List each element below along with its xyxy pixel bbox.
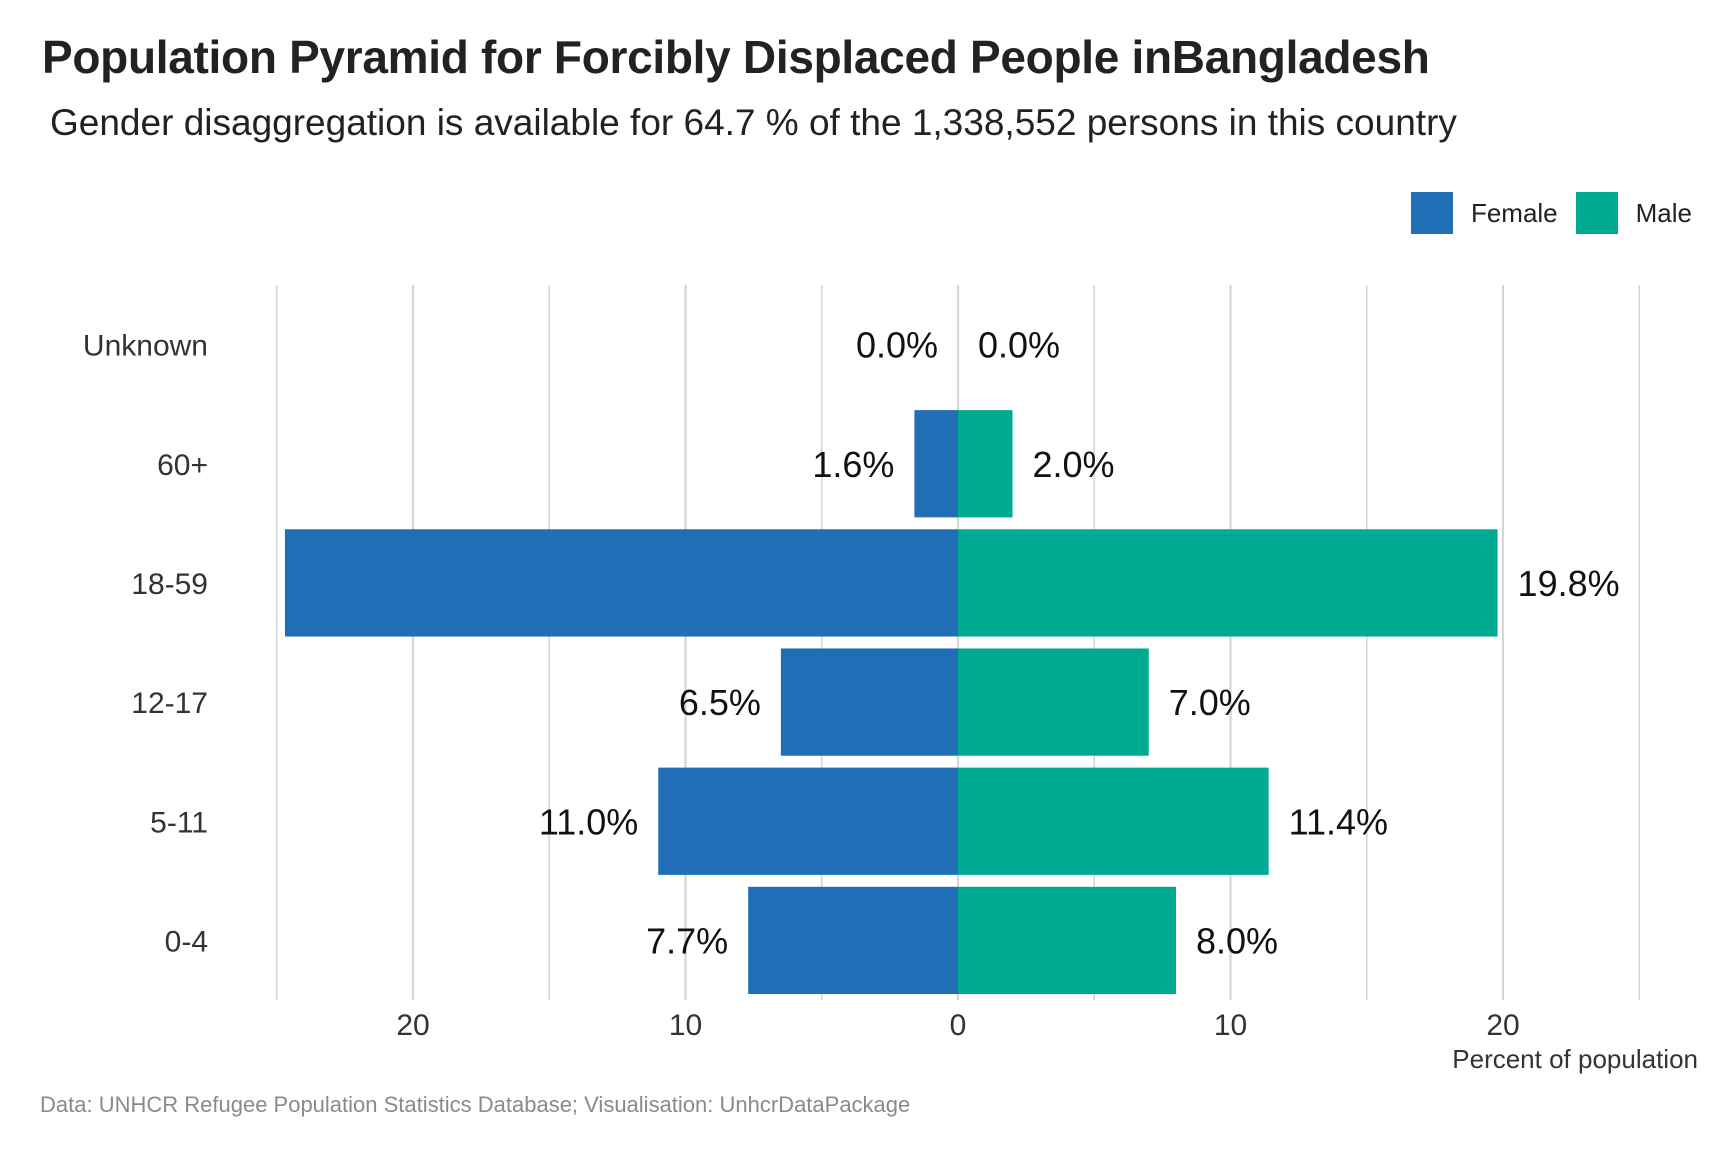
data-label-female: 6.5% — [679, 682, 761, 723]
bar-male — [958, 648, 1149, 756]
bar-female — [914, 410, 958, 518]
legend-label-female: Female — [1470, 197, 1558, 228]
bar-female — [780, 648, 958, 756]
bar-male — [958, 529, 1498, 637]
bar-female — [284, 529, 958, 637]
legend-item-female: Female — [1410, 192, 1558, 234]
data-label-male: 7.0% — [1169, 682, 1251, 723]
x-tick-label: 20 — [396, 1009, 429, 1042]
bars — [284, 410, 1498, 995]
x-tick-label: 10 — [669, 1009, 702, 1042]
data-label-male: 11.4% — [1289, 801, 1388, 842]
data-label-female: 11.0% — [539, 801, 638, 842]
bar-male — [958, 886, 1176, 995]
grid-lines — [275, 285, 1641, 1000]
legend-swatch-female — [1410, 192, 1453, 234]
data-label-male: 0.0% — [978, 325, 1060, 366]
y-tick-label: 5-11 — [150, 806, 208, 839]
y-tick-label: 0-4 — [165, 925, 208, 958]
bar-male — [958, 410, 1013, 518]
data-label-female: 1.6% — [812, 444, 894, 485]
y-tick-label: Unknown — [83, 330, 208, 363]
data-label-male: 19.8% — [1518, 563, 1620, 604]
bar-female — [658, 767, 958, 875]
legend: Female Male — [1393, 192, 1692, 234]
chart-title: Population Pyramid for Forcibly Displace… — [42, 31, 1430, 83]
x-axis-title: Percent of population — [1452, 1044, 1698, 1074]
legend-item-male: Male — [1575, 192, 1692, 234]
y-tick-label: 18-59 — [131, 568, 208, 601]
legend-swatch-male — [1575, 192, 1618, 234]
bar-male — [958, 767, 1269, 875]
y-tick-label: 12-17 — [131, 687, 208, 720]
bar-female — [748, 886, 958, 995]
data-label-male: 8.0% — [1196, 920, 1278, 961]
x-tick-label: 20 — [1486, 1009, 1519, 1042]
data-label-female: 0.0% — [856, 325, 938, 366]
source-caption: Data: UNHCR Refugee Population Statistic… — [40, 1092, 911, 1117]
y-tick-label: 60+ — [157, 449, 208, 482]
chart-subtitle: Gender disaggregation is available for 6… — [50, 102, 1457, 143]
data-labels: 0.0% 0.0% 1.6% 2.0% 19.8% 6.5% 7.0% 11.0% 11.4% 7… — [539, 325, 1620, 962]
data-label-female: 7.7% — [646, 920, 728, 961]
data-label-male: 2.0% — [1033, 444, 1115, 485]
x-tick-label: 10 — [1214, 1009, 1247, 1042]
legend-label-male: Male — [1635, 197, 1692, 228]
x-tick-label: 0 — [950, 1009, 967, 1042]
